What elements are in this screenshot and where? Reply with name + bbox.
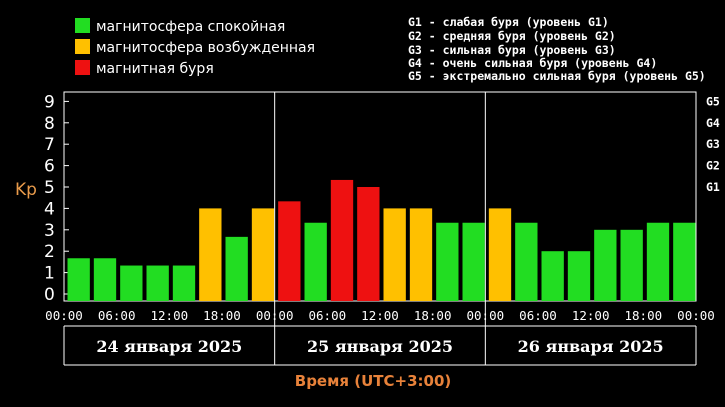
kp-bar xyxy=(120,265,143,301)
kp-bar xyxy=(620,229,643,301)
storm-level-legend: G1 - слабая буря (уровень G1) G2 - средн… xyxy=(408,15,706,83)
time-tick: 12:00 xyxy=(151,308,189,323)
y-tick-2: 2 xyxy=(44,242,55,262)
y-tick-1: 1 xyxy=(44,264,55,284)
time-tick: 00:00 xyxy=(467,308,505,323)
time-tick: 18:00 xyxy=(414,308,452,323)
y-tick-3: 3 xyxy=(44,221,55,241)
time-tick: 18:00 xyxy=(625,308,663,323)
legend-swatch-active xyxy=(75,39,90,54)
kp-bar xyxy=(462,222,485,301)
y-tick-9: 9 xyxy=(44,92,55,112)
g-level-ticks: G1 G2 G3 G4 G5 xyxy=(706,94,720,194)
time-tick: 06:00 xyxy=(98,308,136,323)
time-tick: 06:00 xyxy=(309,308,347,323)
time-tick: 00:00 xyxy=(256,308,294,323)
storm-level-g1: G1 - слабая буря (уровень G1) xyxy=(408,15,609,29)
y-tick-0: 0 xyxy=(44,285,55,305)
kp-bar xyxy=(436,222,459,301)
storm-level-g2: G2 - средняя буря (уровень G2) xyxy=(408,29,616,43)
time-ticks: 00:00 06:00 12:00 18:00 00:00 06:00 12:00 18:00… xyxy=(45,308,715,323)
kp-bar xyxy=(278,201,301,301)
g-tick-g2: G2 xyxy=(706,159,720,173)
storm-level-g5: G5 - экстремально сильная буря (уровень … xyxy=(408,69,706,83)
kp-bar xyxy=(357,187,380,301)
time-tick: 18:00 xyxy=(203,308,241,323)
day-label: 26 января 2025 xyxy=(518,337,664,356)
y-tick-8: 8 xyxy=(44,114,55,134)
plot-frame xyxy=(63,91,697,302)
kp-bar xyxy=(251,208,275,301)
y-tick-7: 7 xyxy=(44,135,55,155)
kp-bar xyxy=(567,251,591,301)
kp-bar xyxy=(488,208,512,301)
kp-bar xyxy=(330,179,354,301)
kp-bar xyxy=(541,251,564,301)
kp-bar xyxy=(383,208,406,301)
legend: магнитосфера спокойная магнитосфера возб… xyxy=(75,18,315,77)
time-tick: 00:00 xyxy=(45,308,83,323)
time-tick: 00:00 xyxy=(677,308,715,323)
kp-bar xyxy=(199,208,222,301)
x-axis-label: Время (UTC+3:00) xyxy=(295,372,451,390)
day-dividers xyxy=(63,92,697,366)
kp-bar xyxy=(515,222,538,301)
kp-bar xyxy=(673,222,696,301)
y-axis-label: Kp xyxy=(15,180,37,200)
g-tick-g1: G1 xyxy=(706,180,720,194)
kp-bar xyxy=(409,208,433,301)
storm-level-g3: G3 - сильная буря (уровень G3) xyxy=(408,43,616,57)
legend-swatch-quiet xyxy=(75,18,90,33)
kp-bar xyxy=(172,265,196,301)
kp-bar xyxy=(146,265,169,301)
day-label: 24 января 2025 xyxy=(96,337,242,356)
legend-swatch-storm xyxy=(75,60,90,75)
day-labels: 24 января 2025 25 января 2025 26 января 20… xyxy=(96,337,663,356)
time-tick: 12:00 xyxy=(572,308,610,323)
kp-bar xyxy=(225,236,248,301)
g-tick-g5: G5 xyxy=(706,94,720,108)
storm-level-g4: G4 - очень сильная буря (уровень G4) xyxy=(408,56,657,70)
y-tick-6: 6 xyxy=(44,157,55,177)
kp-bar xyxy=(67,258,90,301)
bars xyxy=(67,179,696,301)
time-tick: 12:00 xyxy=(361,308,399,323)
legend-label-quiet: магнитосфера спокойная xyxy=(96,19,285,35)
kp-bar xyxy=(304,222,327,301)
legend-label-storm: магнитная буря xyxy=(96,61,214,77)
time-tick: 06:00 xyxy=(519,308,557,323)
kp-bar xyxy=(646,222,670,301)
kp-bar xyxy=(93,258,117,301)
y-tick-4: 4 xyxy=(44,199,55,219)
kp-bar xyxy=(594,229,617,301)
y-tick-5: 5 xyxy=(44,178,55,198)
legend-label-active: магнитосфера возбужденная xyxy=(96,40,315,56)
day-label: 25 января 2025 xyxy=(307,337,453,356)
g-tick-g3: G3 xyxy=(706,137,720,151)
g-tick-g4: G4 xyxy=(706,116,720,130)
